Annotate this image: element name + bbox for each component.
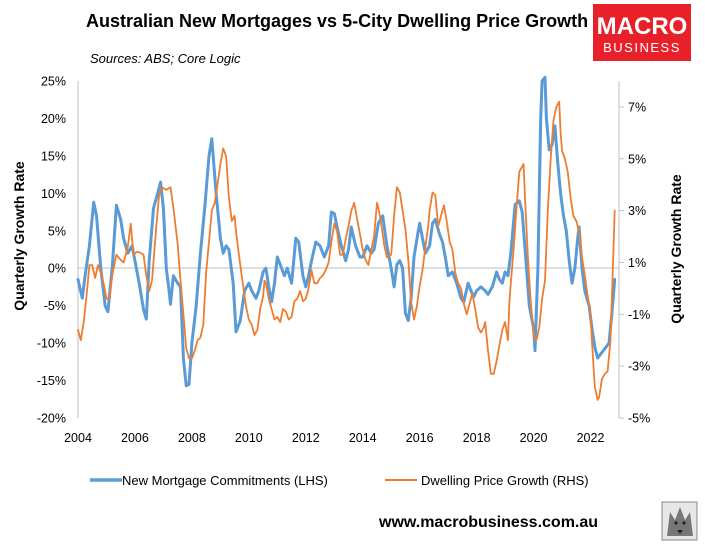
y-left-tick-label: 5% [48, 224, 66, 238]
y-right-tick-label: 7% [628, 100, 646, 114]
y-left-tick-label: -20% [37, 412, 66, 426]
y-left-tick-label: -15% [37, 374, 66, 388]
y-left-tick-label: 15% [41, 149, 66, 163]
legend: New Mortgage Commitments (LHS) Dwelling … [90, 473, 589, 488]
website-url: www.macrobusiness.com.au [378, 514, 598, 531]
y-right-tick-label: -5% [628, 412, 650, 426]
series-line-mortgages [76, 75, 617, 388]
logo-line1: MACRO [597, 13, 688, 40]
x-tick-label: 2022 [577, 431, 605, 445]
chart-subtitle: Sources: ABS; Core Logic [90, 51, 241, 66]
x-tick-label: 2018 [463, 431, 491, 445]
wolf-icon [661, 501, 698, 541]
x-tick-label: 2006 [121, 431, 149, 445]
y-right-tick-label: 3% [628, 204, 646, 218]
y-right-tick-label: -3% [628, 360, 650, 374]
chart-title: Australian New Mortgages vs 5-City Dwell… [86, 11, 588, 31]
logo-background [593, 4, 691, 61]
x-tick-label: 2010 [235, 431, 263, 445]
x-tick-label: 2020 [520, 431, 548, 445]
series-group [76, 75, 617, 401]
y-left-tick-label: -10% [37, 337, 66, 351]
logo-line2: BUSINESS [603, 40, 681, 55]
x-axis-ticks: 2004 2006 2008 2010 2012 2014 2016 2018 2020 2022 [64, 431, 604, 445]
y-axis-right-label: Quarterly Growth Rate [668, 174, 684, 324]
y-left-tick-label: 0% [48, 262, 66, 276]
x-tick-label: 2008 [178, 431, 206, 445]
x-tick-label: 2004 [64, 431, 92, 445]
x-tick-label: 2016 [406, 431, 434, 445]
y-left-tick-label: 25% [41, 75, 66, 89]
y-axis-left-label: Quarterly Growth Rate [11, 161, 27, 311]
y-right-tick-label: 5% [628, 152, 646, 166]
right-axis-ticks: 7% 5% 3% 1% -1% -3% -5% [619, 100, 650, 426]
x-tick-label: 2014 [349, 431, 377, 445]
legend-label-prices: Dwelling Price Growth (RHS) [421, 473, 589, 488]
logo: MACRO BUSINESS [593, 4, 691, 61]
y-left-tick-label: -5% [44, 299, 66, 313]
legend-label-mortgages: New Mortgage Commitments (LHS) [122, 473, 328, 488]
x-tick-label: 2012 [292, 431, 320, 445]
left-axis-ticks: 25% 20% 15% 10% 5% 0% -5% -10% -15% -20% [37, 75, 66, 426]
y-right-tick-label: -1% [628, 308, 650, 322]
y-left-tick-label: 20% [41, 112, 66, 126]
y-right-tick-label: 1% [628, 256, 646, 270]
series-line-prices [77, 100, 616, 401]
y-left-tick-label: 10% [41, 187, 66, 201]
